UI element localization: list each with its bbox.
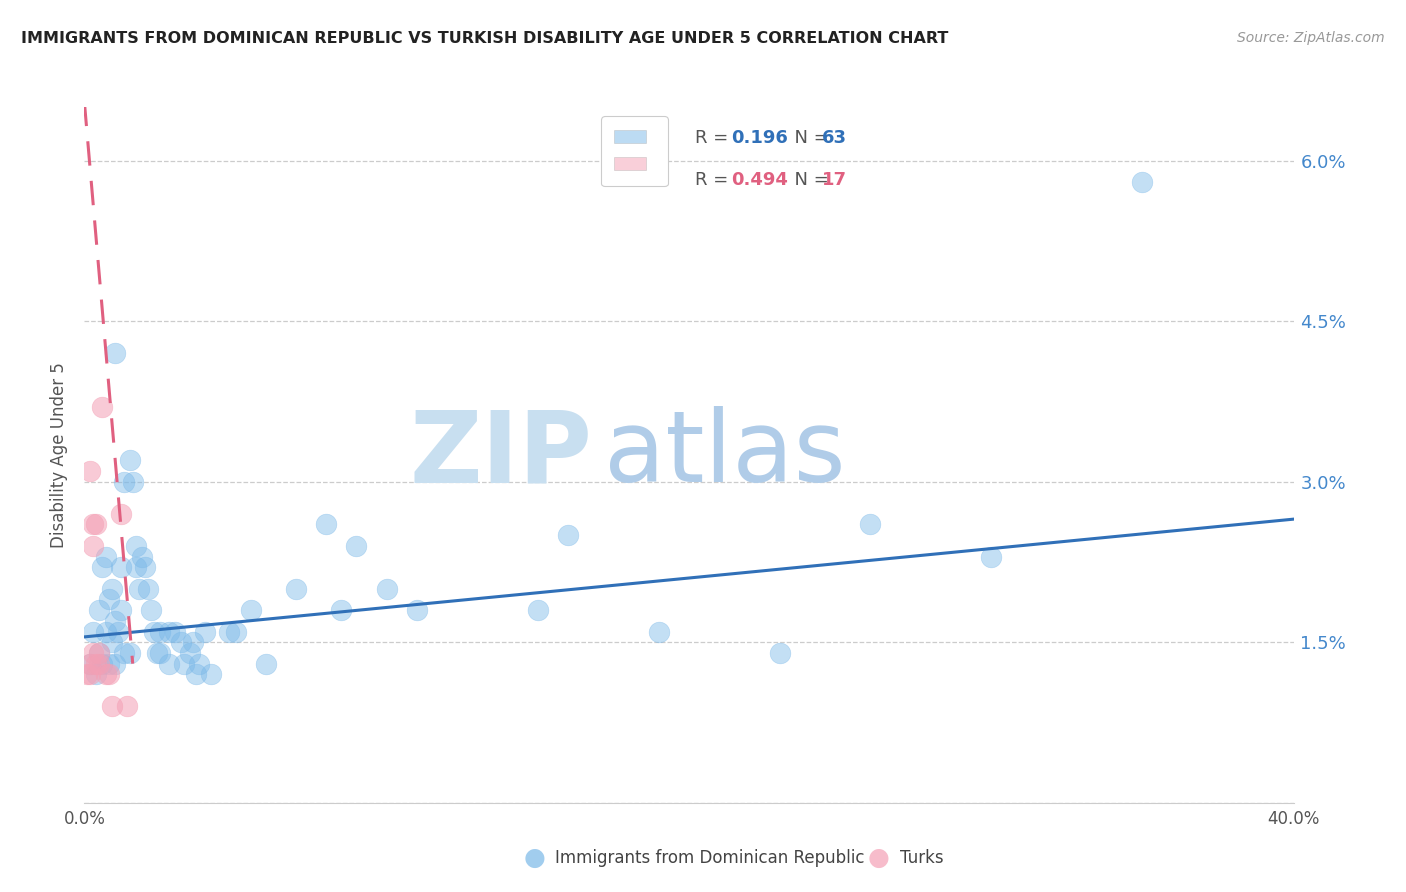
Point [186, 667, 208, 681]
Point [769, 646, 792, 660]
Point [91, 657, 114, 671]
Point [110, 603, 132, 617]
Point [200, 667, 222, 681]
Point [146, 646, 169, 660]
Point [134, 560, 156, 574]
Point [97, 592, 120, 607]
Point [648, 624, 671, 639]
Point [165, 624, 187, 639]
Y-axis label: Disability Age Under 5: Disability Age Under 5 [51, 362, 69, 548]
Point [94, 549, 117, 564]
Text: 63: 63 [823, 129, 846, 147]
Point [97, 667, 120, 681]
Point [94, 624, 117, 639]
Point [82, 624, 104, 639]
Point [285, 582, 308, 596]
Point [188, 657, 211, 671]
Point [112, 646, 135, 660]
Point [136, 582, 159, 596]
Text: Source: ZipAtlas.com: Source: ZipAtlas.com [1237, 31, 1385, 45]
Point [375, 582, 398, 596]
Point [254, 657, 277, 671]
Text: atlas: atlas [605, 407, 846, 503]
Point [125, 539, 148, 553]
Point [157, 657, 180, 671]
Text: 17: 17 [823, 171, 846, 189]
Point [115, 699, 138, 714]
Point [315, 517, 337, 532]
Point [859, 517, 882, 532]
Point [142, 624, 165, 639]
Point [112, 475, 135, 489]
Point [86, 667, 108, 681]
Point [86, 517, 108, 532]
Text: R =: R = [695, 171, 734, 189]
Point [110, 507, 132, 521]
Point [82, 539, 104, 553]
Point [91, 400, 114, 414]
Point [149, 624, 172, 639]
Text: IMMIGRANTS FROM DOMINICAN REPUBLIC VS TURKISH DISABILITY AGE UNDER 5 CORRELATION: IMMIGRANTS FROM DOMINICAN REPUBLIC VS TU… [21, 31, 949, 46]
Point [1130, 175, 1153, 189]
Point [139, 603, 162, 617]
Point [89, 646, 111, 660]
Point [86, 657, 108, 671]
Text: R =: R = [695, 129, 734, 147]
Point [104, 346, 127, 360]
Point [128, 582, 150, 596]
Point [406, 603, 429, 617]
Point [225, 624, 247, 639]
Point [346, 539, 368, 553]
Point [89, 657, 111, 671]
Point [79, 657, 101, 671]
Point [239, 603, 262, 617]
Point [194, 624, 217, 639]
Text: ZIP: ZIP [409, 407, 592, 503]
Point [110, 560, 132, 574]
Point [125, 560, 148, 574]
Point [79, 464, 101, 478]
Text: Turks: Turks [900, 849, 943, 867]
Point [118, 453, 141, 467]
Text: N =: N = [783, 171, 835, 189]
Text: ●: ● [523, 847, 546, 870]
Point [79, 667, 101, 681]
Point [94, 667, 117, 681]
Point [131, 549, 153, 564]
Point [91, 560, 114, 574]
Legend: , : , [602, 116, 668, 186]
Point [89, 646, 111, 660]
Point [89, 603, 111, 617]
Point [173, 657, 195, 671]
Point [527, 603, 550, 617]
Text: ●: ● [868, 847, 890, 870]
Point [82, 646, 104, 660]
Point [104, 657, 127, 671]
Point [100, 635, 122, 649]
Point [157, 624, 180, 639]
Point [980, 549, 1002, 564]
Point [330, 603, 353, 617]
Point [79, 657, 101, 671]
Point [104, 614, 127, 628]
Point [170, 635, 193, 649]
Point [149, 646, 172, 660]
Text: 0.196: 0.196 [731, 129, 789, 147]
Point [82, 517, 104, 532]
Point [557, 528, 579, 542]
Point [100, 582, 122, 596]
Point [97, 657, 120, 671]
Point [100, 699, 122, 714]
Text: N =: N = [783, 129, 835, 147]
Point [107, 624, 129, 639]
Point [179, 646, 201, 660]
Point [121, 475, 143, 489]
Point [76, 667, 98, 681]
Text: 0.494: 0.494 [731, 171, 789, 189]
Point [118, 646, 141, 660]
Text: Immigrants from Dominican Republic: Immigrants from Dominican Republic [555, 849, 865, 867]
Point [181, 635, 204, 649]
Point [218, 624, 240, 639]
